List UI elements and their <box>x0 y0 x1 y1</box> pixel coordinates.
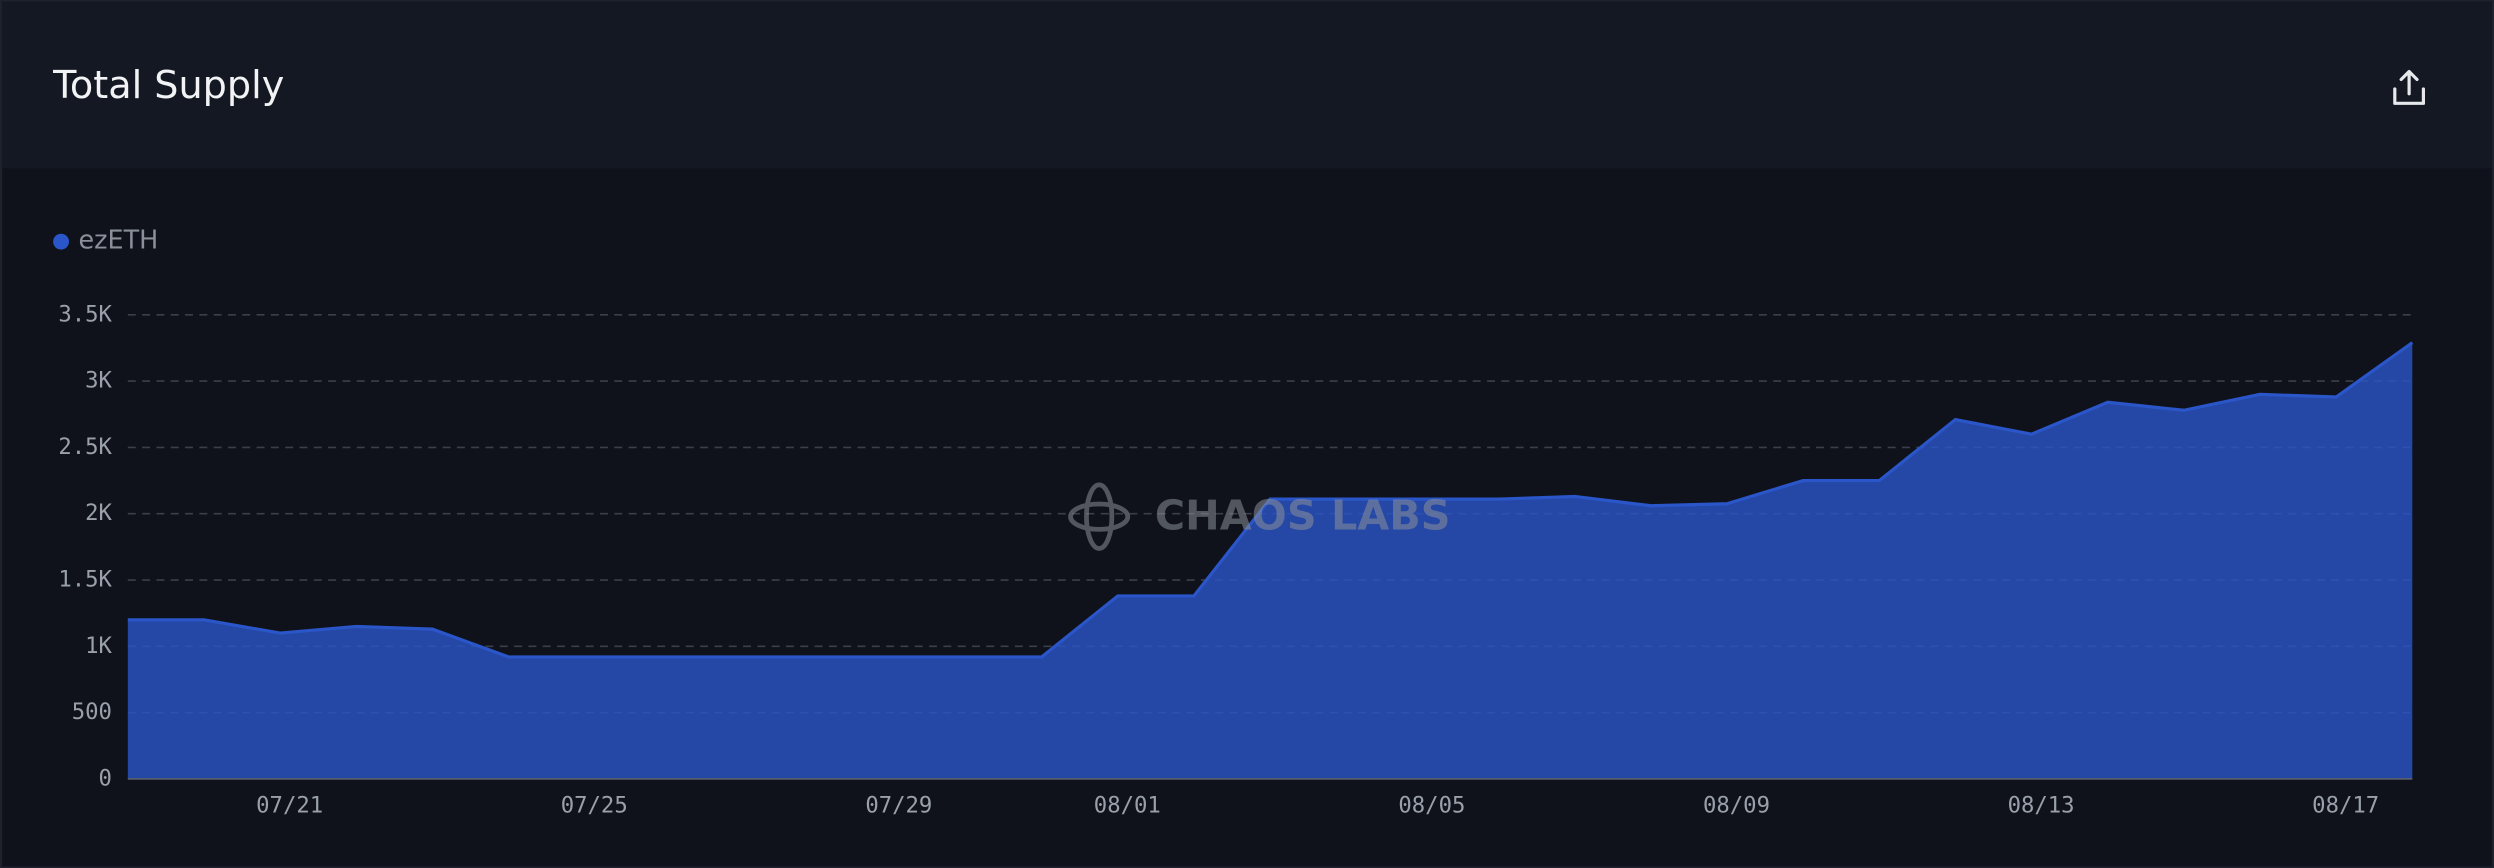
export-button[interactable] <box>2393 69 2425 105</box>
legend-swatch <box>53 233 69 250</box>
plot: ezETH 0 500 1K 1.5K 2K 2.5K 3K 3.5K 07/21 07/25 07/… <box>53 225 2414 819</box>
x-tick-label: 08/01 <box>1094 793 1161 819</box>
y-tick-label: 500 <box>72 699 112 725</box>
y-tick-label: 3K <box>85 368 112 394</box>
export-icon-arrow <box>2399 69 2419 96</box>
x-tick-label: 07/29 <box>865 793 932 819</box>
area <box>127 342 2413 779</box>
x-tick-label: 08/13 <box>2008 793 2075 819</box>
card-header <box>2 1 2492 169</box>
y-tick-label: 1.5K <box>58 567 112 593</box>
y-tick-label: 2.5K <box>58 434 112 460</box>
legend-label: ezETH <box>79 225 159 255</box>
y-tick-label: 3.5K <box>58 301 112 327</box>
x-tick-label: 07/21 <box>256 793 323 819</box>
watermark-logo <box>1068 501 1131 532</box>
watermark-logo <box>1084 482 1115 551</box>
export-icon-tray <box>2393 87 2425 105</box>
watermark-text: CHAOS LABS <box>1155 491 1451 539</box>
line <box>127 341 2414 659</box>
x-tick-label: 08/09 <box>1703 793 1770 819</box>
y-tick-label: 0 <box>99 765 112 791</box>
x-tick-label: 08/17 <box>2312 793 2379 819</box>
y-tick-label: 2K <box>85 500 112 526</box>
chart-title: Total Supply <box>52 63 284 107</box>
x-tick-label: 08/05 <box>1398 793 1465 819</box>
y-tick-label: 1K <box>85 633 112 659</box>
x-tick-label: 07/25 <box>561 793 628 819</box>
watermark: CHAOS LABS <box>1068 482 1451 551</box>
